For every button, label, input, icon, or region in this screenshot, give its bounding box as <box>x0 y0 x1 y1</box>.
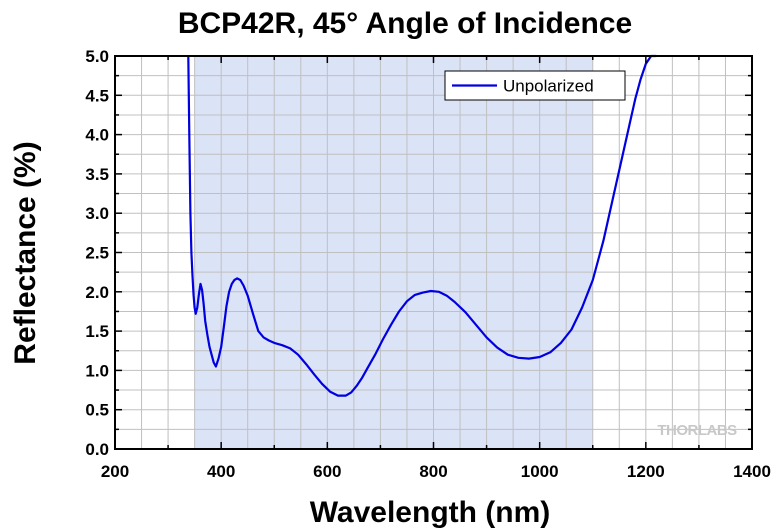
x-tick-label: 600 <box>313 462 341 481</box>
legend: Unpolarized <box>444 70 626 101</box>
x-tick-label: 200 <box>101 462 129 481</box>
y-tick-label: 2.5 <box>85 244 109 263</box>
grid <box>114 55 753 450</box>
y-tick-label: 4.0 <box>85 126 109 145</box>
y-tick-label: 5.0 <box>85 47 109 66</box>
x-tick-label: 400 <box>207 462 235 481</box>
x-tick-label: 1400 <box>733 462 771 481</box>
x-tick-label: 1000 <box>521 462 559 481</box>
y-tick-label: 1.0 <box>85 361 109 380</box>
y-axis-label: Reflectance (%) <box>9 141 42 364</box>
y-tick-label: 0.0 <box>85 440 109 459</box>
y-tick-label: 0.5 <box>85 401 109 420</box>
legend-label: Unpolarized <box>503 77 594 96</box>
y-tick-label: 3.0 <box>85 204 109 223</box>
x-axis-label: Wavelength (nm) <box>310 496 551 529</box>
thorlabs-logo: THORLABS <box>657 422 737 439</box>
y-tick-label: 3.5 <box>85 165 109 184</box>
y-tick-label: 4.5 <box>85 86 109 105</box>
x-tick-label: 1200 <box>627 462 665 481</box>
chart-title: BCP42R, 45° Angle of Incidence <box>178 7 632 40</box>
y-tick-label: 1.5 <box>85 322 109 341</box>
y-tick-label: 2.0 <box>85 283 109 302</box>
ticks: 200 400 600 800 1000 1200 1400 0.0 0.5 1.0 1.5 2.0 2… <box>85 47 771 481</box>
series-layer <box>187 54 657 397</box>
x-tick-label: 800 <box>419 462 447 481</box>
series-line-0 <box>187 54 657 397</box>
